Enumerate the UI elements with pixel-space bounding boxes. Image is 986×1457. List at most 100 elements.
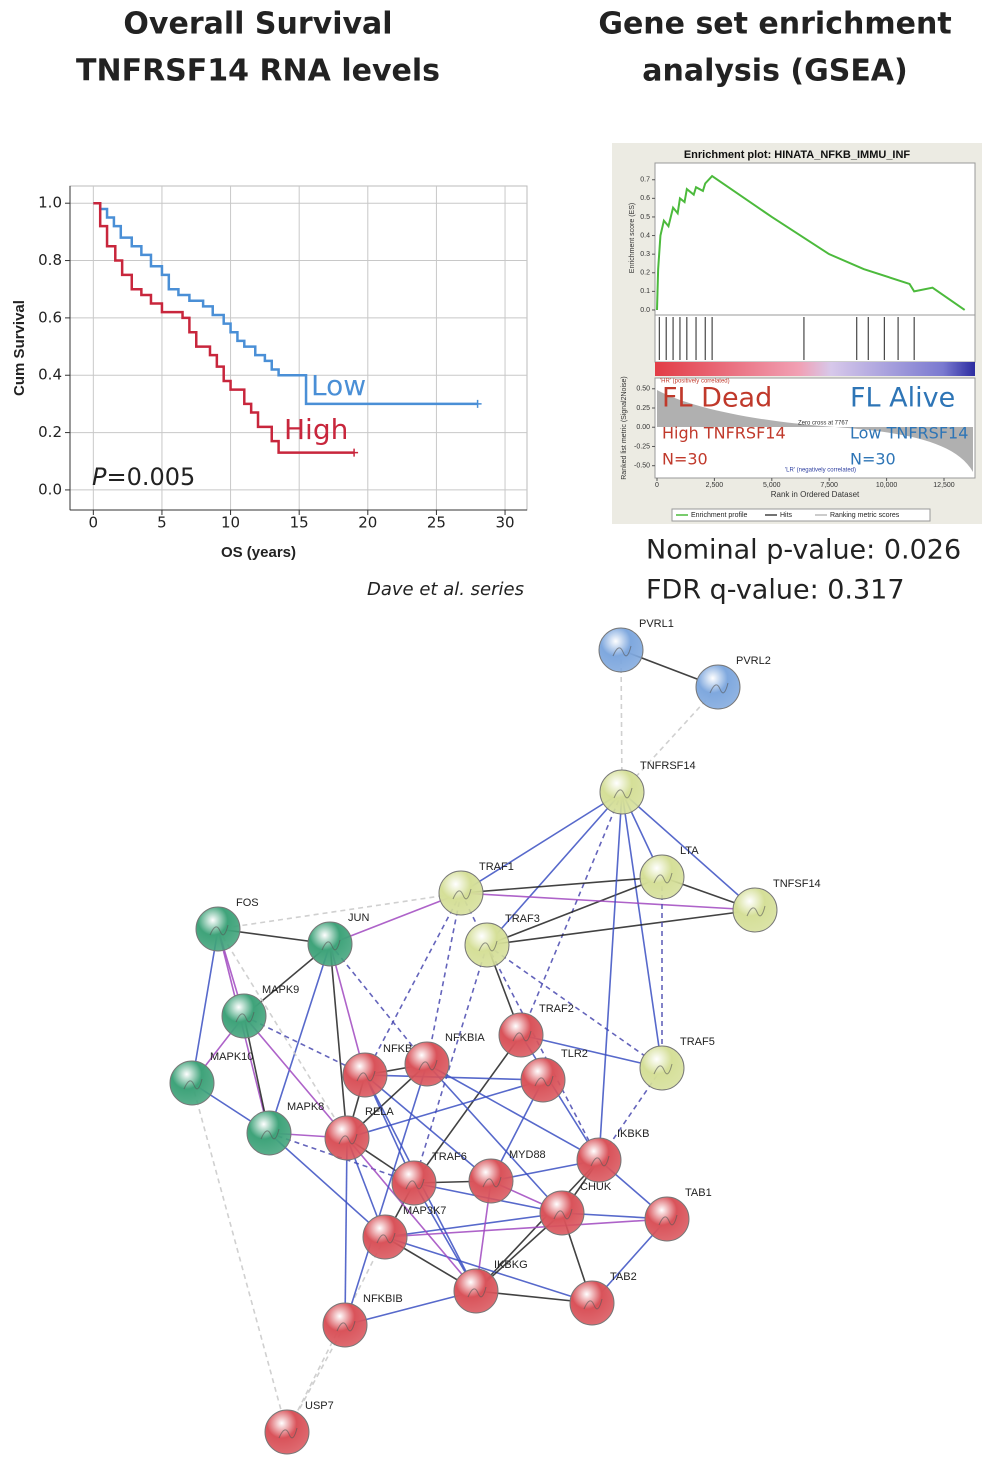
node-structure — [235, 1011, 255, 1023]
node-structure — [418, 1059, 438, 1071]
x-tick-label: 5 — [157, 514, 167, 532]
x-tick-label: 7,500 — [820, 482, 838, 489]
network-edge — [191, 928, 219, 1084]
network-edge — [329, 943, 428, 1065]
node-structure — [209, 924, 229, 936]
network-edge — [243, 1015, 348, 1139]
p-symbol: P — [92, 463, 107, 491]
annotation: 'HR' (positively correlated) — [660, 379, 730, 385]
network-node — [324, 1115, 370, 1161]
y-tick-label: 0.0 — [38, 480, 62, 498]
node-label: MAPK9 — [262, 984, 299, 996]
node-structure — [534, 1075, 554, 1087]
panel-title: Gene set enrichment — [598, 7, 951, 42]
network-edge — [384, 1212, 563, 1238]
network-edge — [364, 892, 462, 1076]
survival-curve — [93, 201, 478, 406]
hits-panel — [654, 314, 976, 363]
panel-title: Overall Survival — [123, 7, 392, 42]
network-node — [195, 906, 241, 952]
node-structure — [553, 1208, 573, 1220]
node-structure — [321, 939, 341, 951]
x-axis-label: OS (years) — [221, 544, 296, 561]
network-node — [569, 1280, 615, 1326]
node-structure — [376, 1232, 396, 1244]
source-note: Dave et al. series — [367, 579, 524, 600]
node-label: TLR2 — [561, 1048, 588, 1060]
node-structure — [613, 787, 633, 799]
network-node — [342, 1052, 388, 1098]
censor-mark — [350, 448, 359, 457]
network-edge — [598, 791, 623, 1161]
network-edge — [520, 1034, 663, 1069]
x-tick-label: 12,500 — [933, 482, 955, 489]
stat: Nominal p-value: 0.026 — [646, 535, 961, 566]
x-tick-label: 25 — [427, 514, 446, 532]
p-value: P=0.005 — [92, 463, 195, 491]
network-node — [404, 1041, 450, 1087]
node-label: TNFSF14 — [773, 878, 821, 890]
y-tick-label: -0.50 — [634, 463, 650, 470]
y-axis-label: Cum Survival — [11, 300, 28, 396]
stat: FDR q-value: 0.317 — [646, 575, 905, 606]
network-edge — [344, 1290, 477, 1326]
network-edge — [486, 944, 600, 1161]
network-edge — [329, 943, 348, 1139]
network-edge — [486, 791, 623, 946]
node-label: RELA — [365, 1106, 394, 1118]
node-structure — [583, 1298, 603, 1310]
node-structure — [338, 1133, 358, 1145]
network-edge — [344, 1063, 428, 1326]
node-structure — [183, 1078, 203, 1090]
y-tick-label: -0.25 — [634, 443, 650, 450]
legend-label: Hits — [780, 512, 793, 519]
y-tick-label: 0.2 — [640, 270, 650, 277]
gsea-title: Enrichment plot: HINATA_NFKB_IMMU_INF — [684, 149, 911, 161]
y-tick-label: 0.2 — [38, 423, 62, 441]
x-axis-label: Rank in Ordered Dataset — [771, 490, 860, 499]
node-label: TAB1 — [685, 1187, 712, 1199]
network-edge — [460, 892, 756, 911]
x-tick-label: 0 — [89, 514, 99, 532]
node-label: USP7 — [305, 1400, 334, 1412]
network-node — [391, 1160, 437, 1206]
network-node — [498, 1012, 544, 1058]
node-label: CHUK — [580, 1181, 612, 1193]
node-structure — [482, 1176, 502, 1188]
network-edge — [486, 876, 663, 946]
network-node — [169, 1060, 215, 1106]
x-tick-label: 15 — [290, 514, 309, 532]
network-node — [599, 769, 645, 815]
network-edge — [191, 1082, 288, 1433]
network-edge — [268, 1132, 386, 1238]
panel-title: TNFRSF14 RNA levels — [76, 54, 440, 89]
network-edge — [413, 944, 488, 1184]
node-label: TNFRSF14 — [640, 760, 696, 772]
network-edge — [384, 1218, 668, 1238]
network-edge — [364, 1074, 492, 1182]
network-edge — [329, 943, 366, 1076]
x-tick-label: 10,000 — [876, 482, 898, 489]
node-label: MYD88 — [509, 1149, 546, 1161]
x-tick-label: 30 — [495, 514, 514, 532]
network-node — [732, 887, 778, 933]
node-structure — [653, 872, 673, 884]
network-edge — [460, 876, 663, 894]
node-structure — [658, 1214, 678, 1226]
node-label: NFKBIA — [445, 1032, 485, 1044]
node-label: MAP3K7 — [403, 1205, 446, 1217]
y-tick-label: 0.1 — [640, 288, 650, 295]
node-label: TRAF1 — [479, 861, 514, 873]
network-node — [539, 1190, 585, 1236]
network-node — [598, 627, 644, 673]
gsea-frame — [612, 143, 982, 524]
y-tick-label: 0.5 — [640, 214, 650, 221]
network-node — [438, 870, 484, 916]
network-node — [264, 1409, 310, 1455]
node-label: LTA — [680, 845, 699, 857]
node-structure — [746, 905, 766, 917]
network-edge — [460, 791, 623, 894]
network-edge — [621, 791, 663, 1069]
node-label: TAB2 — [610, 1271, 637, 1283]
